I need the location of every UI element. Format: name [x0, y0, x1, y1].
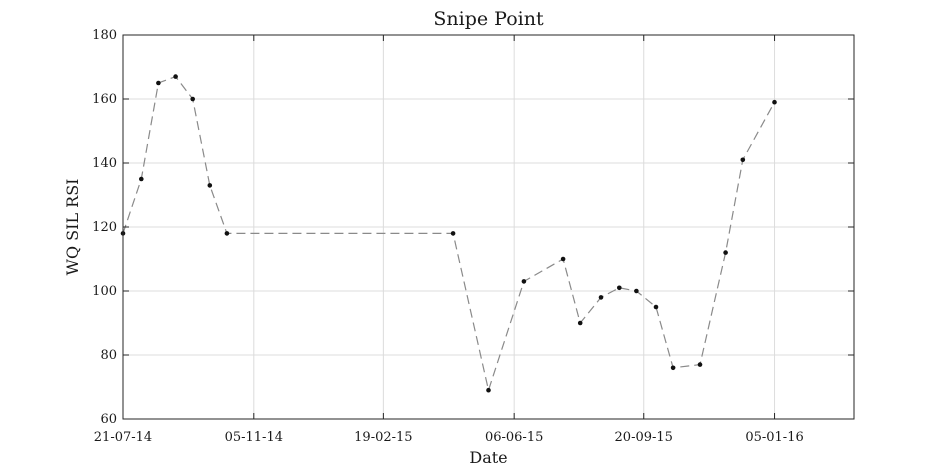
data-point — [634, 288, 639, 294]
axis-ticks: 60 80 100 120 140 160 180 21-07-14 05-11-14 19-02… — [92, 28, 854, 445]
x-tick-label: 06-06-15 — [485, 430, 543, 445]
data-point — [617, 285, 622, 291]
y-tick-label: 80 — [100, 348, 117, 363]
y-tick-label: 100 — [92, 284, 117, 299]
x-axis-label: Date — [469, 448, 507, 467]
series-layer — [120, 74, 777, 393]
data-point — [521, 279, 527, 284]
data-point — [139, 176, 144, 182]
data-point — [723, 250, 728, 255]
data-point — [598, 295, 604, 300]
grid — [122, 34, 854, 420]
data-point — [653, 304, 659, 310]
data-point — [577, 320, 583, 326]
y-tick-label: 140 — [92, 156, 117, 171]
data-point — [190, 96, 195, 102]
data-point — [670, 365, 676, 371]
chart-title: Snipe Point — [433, 8, 544, 30]
x-tick-label: 20-09-15 — [615, 430, 673, 445]
series-line — [122, 75, 776, 393]
x-tick-label: 21-07-14 — [94, 430, 152, 445]
data-point — [450, 231, 456, 236]
y-tick-label: 60 — [100, 412, 117, 427]
y-axis-label: WQ SIL RSI — [63, 179, 82, 276]
data-point — [772, 99, 777, 105]
y-tick-label: 180 — [92, 28, 117, 43]
data-point — [207, 183, 213, 188]
y-tick-label: 120 — [92, 220, 117, 235]
data-point — [486, 387, 491, 393]
x-tick-label: 05-01-16 — [745, 430, 803, 445]
data-point — [173, 74, 178, 79]
x-tick-label: 19-02-15 — [354, 430, 412, 445]
data-point — [224, 231, 230, 236]
data-point — [740, 157, 746, 163]
y-tick-label: 160 — [92, 92, 117, 107]
data-point — [560, 256, 566, 262]
data-point — [156, 80, 161, 86]
data-point — [697, 362, 703, 367]
x-tick-label: 05-11-14 — [225, 430, 283, 445]
